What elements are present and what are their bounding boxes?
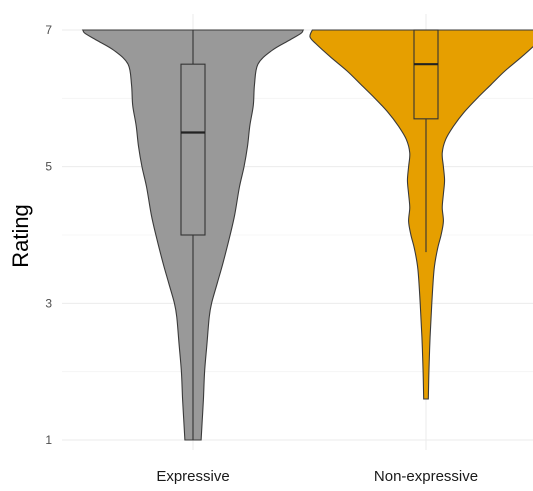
box-iqr: [180, 63, 206, 236]
y-tick-label: 1: [45, 433, 52, 447]
y-tick-label: 3: [45, 296, 52, 310]
y-tick-labels: 1 3 5 7: [45, 23, 52, 447]
y-tick-label: 5: [45, 160, 52, 174]
y-tick-label: 7: [45, 23, 52, 37]
x-category-labels: Expressive Non-expressive: [156, 468, 478, 485]
box-iqr: [413, 29, 439, 120]
violin-group: [81, 29, 305, 441]
x-category-label: Non-expressive: [374, 468, 478, 485]
y-axis-title: Rating: [8, 204, 33, 268]
x-category-label: Expressive: [156, 468, 229, 485]
violins: [81, 29, 533, 441]
violin-group: [309, 29, 533, 400]
violin-shape: [309, 29, 533, 400]
